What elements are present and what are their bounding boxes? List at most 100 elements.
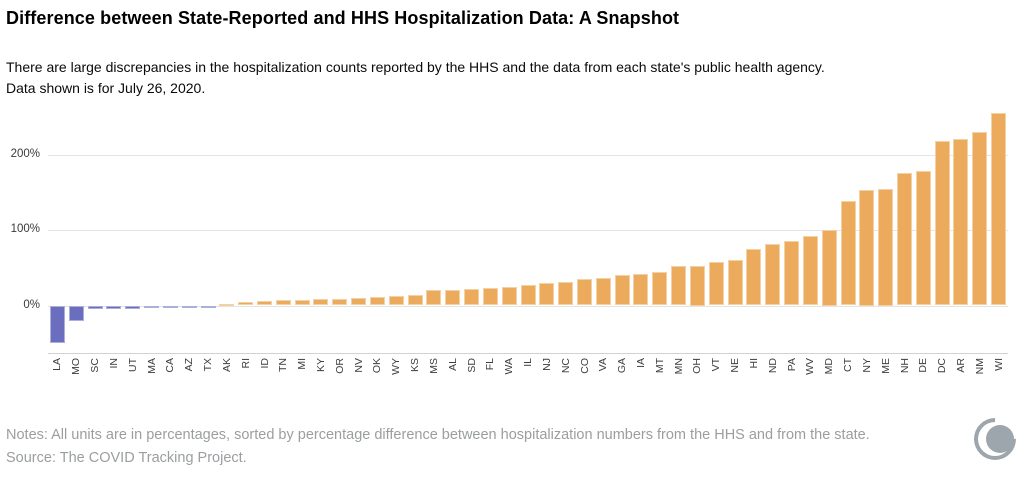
x-tick-label-CT: CT: [842, 358, 854, 372]
x-tick-label-AL: AL: [446, 358, 459, 371]
bar-NH: [897, 173, 912, 306]
x-tick-label-IL: IL: [522, 358, 534, 367]
bar-AR: [953, 138, 969, 306]
x-tick-label-MD: MD: [823, 358, 836, 375]
x-tick-label-NY: NY: [860, 358, 873, 373]
x-tick-label-TX: TX: [202, 358, 214, 372]
notes-text: Notes: All units are in percentages, sor…: [6, 427, 870, 443]
x-tick-label-AR: AR: [954, 358, 967, 373]
x-tick-label-UT: UT: [126, 358, 139, 372]
x-tick-label-NV: NV: [352, 358, 365, 373]
source-text: Source: The COVID Tracking Project.: [6, 450, 247, 466]
subtitle-line-1: There are large discrepancies in the hos…: [6, 59, 825, 75]
x-tick-label-MA: MA: [145, 358, 158, 374]
x-tick-label-HI: HI: [747, 358, 760, 369]
bar-TN: [275, 300, 291, 306]
bar-chart: 0% 100% 200% LA MO SC IN UT MA CA AZ TX AK RI ID TN MI KY…: [0, 110, 1024, 400]
x-tick-label-OR: OR: [333, 358, 346, 374]
chart-footer: Notes: All units are in percentages, sor…: [6, 424, 971, 470]
bar-MT: [652, 272, 668, 306]
bar-LA: [49, 305, 65, 344]
bar-DC: [934, 140, 950, 306]
bar-MN: [671, 266, 687, 306]
bar-ID: [257, 300, 272, 306]
x-tick-label-GA: GA: [616, 358, 629, 374]
x-tick-label-SD: SD: [465, 358, 478, 373]
bar-UT: [125, 305, 141, 309]
bar-IL: [520, 285, 536, 306]
bar-ND: [765, 243, 781, 306]
x-tick-label-ND: ND: [766, 358, 779, 374]
x-tick-label-KS: KS: [409, 358, 422, 373]
bar-NV: [351, 297, 367, 306]
bar-OK: [369, 297, 385, 306]
bar-MO: [68, 305, 84, 322]
bar-VT: [708, 261, 724, 306]
x-tick-label-DC: DC: [936, 358, 949, 374]
x-tick-label-LA: LA: [51, 358, 64, 371]
bar-IA: [633, 273, 649, 306]
gridline-100%: [48, 230, 1008, 231]
bar-AL: [445, 289, 461, 306]
x-axis-line: [48, 353, 1008, 354]
bar-AZ: [181, 305, 197, 308]
gridline-200%: [48, 154, 1008, 156]
bar-MA: [144, 305, 159, 308]
x-tick-label-KY: KY: [314, 358, 327, 373]
bar-OH: [689, 265, 705, 306]
bar-MS: [426, 290, 442, 306]
x-tick-label-OK: OK: [371, 358, 384, 374]
bar-VA: [595, 278, 611, 306]
x-tick-label-MN: MN: [672, 358, 685, 375]
x-tick-label-NH: NH: [898, 358, 911, 374]
bar-RI: [238, 301, 254, 306]
bar-WY: [388, 296, 404, 306]
x-tick-label-WA: WA: [503, 358, 516, 375]
logo-circle-icon: [986, 425, 1014, 453]
x-tick-label-OH: OH: [691, 358, 704, 374]
bar-GA: [614, 275, 630, 306]
x-tick-label-CO: CO: [578, 358, 591, 374]
x-tick-label-ID: ID: [258, 358, 271, 369]
covid-tracking-project-logo: [965, 409, 1024, 469]
x-tick-label-VT: VT: [710, 358, 723, 372]
bar-KS: [407, 294, 423, 306]
bar-NJ: [539, 282, 555, 306]
x-tick-label-SC: SC: [89, 358, 102, 373]
bar-IN: [106, 305, 122, 309]
chart-subtitle: There are large discrepancies in the hos…: [6, 57, 1006, 99]
bar-OR: [332, 298, 348, 306]
bar-AK: [219, 304, 235, 307]
x-tick-label-TN: TN: [277, 358, 290, 372]
x-tick-label-NE: NE: [729, 358, 742, 373]
x-tick-label-NJ: NJ: [540, 358, 553, 371]
bar-PA: [784, 241, 799, 306]
x-tick-label-CA: CA: [164, 358, 177, 373]
x-tick-label-DE: DE: [917, 358, 930, 373]
x-tick-label-IN: IN: [107, 358, 120, 369]
x-tick-label-FL: FL: [484, 358, 497, 371]
bar-SC: [87, 305, 103, 310]
x-tick-label-WV: WV: [804, 358, 817, 375]
x-tick-label-MO: MO: [70, 358, 83, 375]
bar-HI: [746, 248, 762, 306]
bar-WA: [501, 287, 517, 306]
bar-WV: [802, 236, 818, 306]
gridline-0%: [48, 305, 1008, 307]
bar-SD: [464, 288, 479, 306]
bar-MD: [821, 230, 837, 306]
x-tick-label-NC: NC: [559, 358, 572, 374]
x-tick-label-AZ: AZ: [183, 358, 196, 372]
x-tick-label-VA: VA: [597, 358, 610, 372]
x-tick-label-WY: WY: [390, 358, 403, 375]
bar-NE: [727, 260, 743, 306]
bar-MI: [294, 300, 310, 306]
bar-CT: [840, 200, 856, 306]
x-tick-label-PA: PA: [785, 358, 798, 372]
y-axis-tick-label: 100%: [10, 223, 40, 235]
bar-DE: [915, 171, 931, 306]
y-axis-tick-label: 0%: [23, 298, 40, 311]
bar-WI: [991, 113, 1007, 306]
x-tick-label-MS: MS: [427, 358, 440, 374]
